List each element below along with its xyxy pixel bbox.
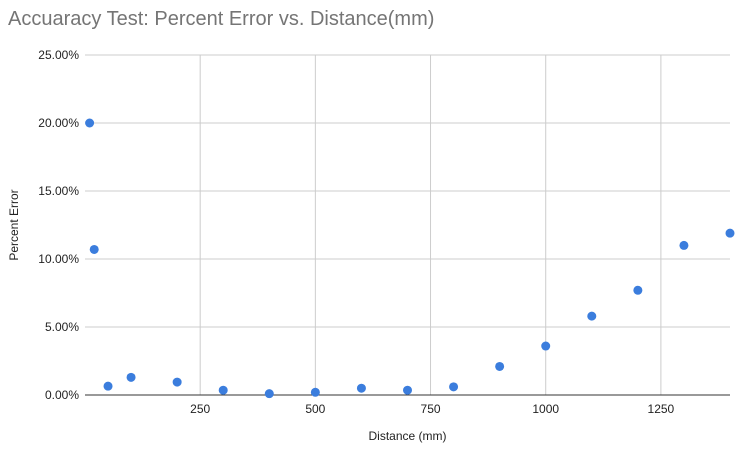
data-point bbox=[495, 361, 505, 371]
data-point bbox=[633, 285, 643, 295]
y-tick-label: 5.00% bbox=[45, 320, 79, 334]
y-tick-label: 25.00% bbox=[38, 48, 79, 62]
chart-title: Accuaracy Test: Percent Error vs. Distan… bbox=[8, 8, 435, 30]
data-point bbox=[541, 341, 551, 351]
x-tick-label: 1000 bbox=[532, 402, 559, 416]
data-point bbox=[725, 228, 735, 238]
data-point bbox=[264, 389, 274, 399]
x-tick-label: 250 bbox=[190, 402, 210, 416]
y-tick-label: 20.00% bbox=[38, 116, 79, 130]
data-point bbox=[85, 118, 95, 128]
x-tick-label: 500 bbox=[305, 402, 325, 416]
y-axis-label: Percent Error bbox=[7, 189, 21, 260]
data-point bbox=[218, 385, 228, 395]
data-point bbox=[679, 240, 689, 250]
x-tick-label: 750 bbox=[421, 402, 441, 416]
data-point bbox=[126, 372, 136, 382]
x-tick-label: 1250 bbox=[648, 402, 675, 416]
y-tick-label: 15.00% bbox=[38, 184, 79, 198]
data-point bbox=[103, 381, 113, 391]
x-axis-label: Distance (mm) bbox=[368, 429, 446, 443]
data-points bbox=[85, 118, 735, 399]
y-tick-label: 0.00% bbox=[45, 388, 79, 402]
x-axis-ticks: 250 500 750 1000 1250 bbox=[190, 402, 674, 416]
data-point bbox=[356, 383, 366, 393]
data-point bbox=[89, 244, 99, 254]
data-point bbox=[449, 382, 459, 392]
data-point bbox=[403, 385, 412, 395]
data-point bbox=[587, 311, 597, 321]
data-point bbox=[172, 377, 182, 387]
data-point bbox=[310, 387, 320, 397]
y-axis-ticks: 0.00% 5.00% 10.00% 15.00% 20.00% 25.00% bbox=[38, 48, 79, 402]
y-tick-label: 10.00% bbox=[38, 252, 79, 266]
gridlines bbox=[85, 54, 730, 395]
